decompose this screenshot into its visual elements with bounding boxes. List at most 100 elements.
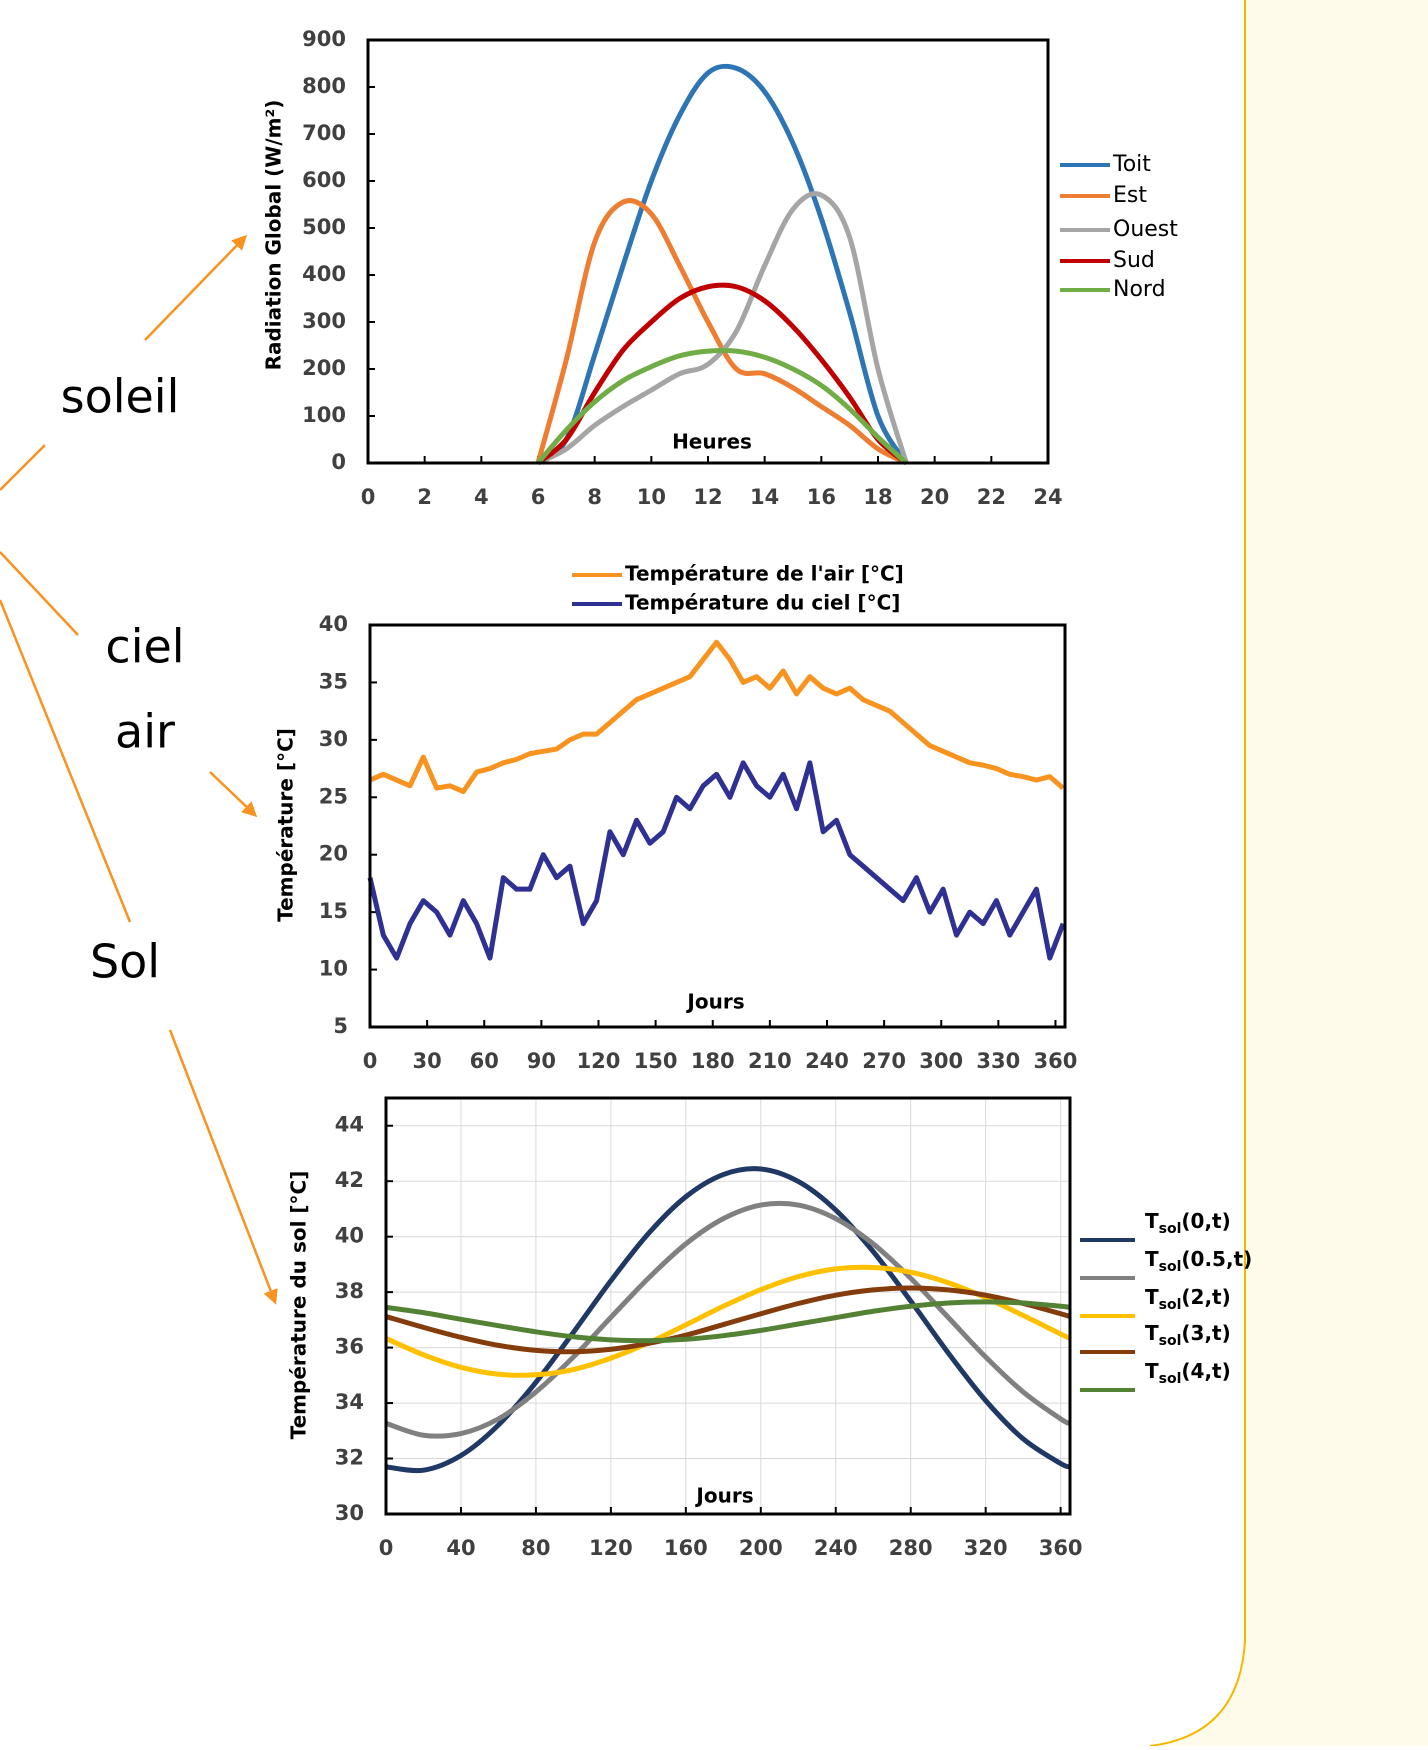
x-tick-label: 180 [691, 1049, 735, 1073]
y-tick-label: 700 [302, 121, 346, 145]
x-tick-label: 30 [413, 1049, 442, 1073]
x-axis-title: Heures [672, 430, 752, 454]
x-tick-label: 360 [1039, 1536, 1083, 1560]
x-tick-label: 80 [521, 1536, 550, 1560]
y-tick-label: 20 [319, 842, 348, 866]
legend-label: Nord [1113, 277, 1166, 302]
y-tick-label: 900 [302, 27, 346, 51]
x-tick-label: 240 [805, 1049, 849, 1073]
side-label: soleil [61, 370, 180, 424]
y-tick-label: 44 [335, 1113, 364, 1137]
x-tick-label: 150 [634, 1049, 678, 1073]
y-tick-label: 600 [302, 168, 346, 192]
x-tick-label: 270 [862, 1049, 906, 1073]
x-tick-label: 210 [748, 1049, 792, 1073]
legend-label: Température du ciel [°C] [625, 591, 900, 615]
series-line [385, 1200, 1072, 1439]
x-tick-label: 22 [977, 485, 1006, 509]
y-axis-title: Température [°C] [274, 728, 298, 922]
arrow [144, 234, 248, 341]
y-tick-label: 40 [335, 1224, 364, 1248]
x-tick-label: 360 [1034, 1049, 1078, 1073]
plot-frame [384, 1096, 1072, 1516]
series-line [536, 282, 908, 465]
x-axis-title: Jours [694, 1484, 753, 1508]
y-tick-label: 40 [319, 612, 348, 636]
x-tick-label: 8 [587, 485, 602, 509]
legend-label: Tsol(3,t) [1145, 1321, 1231, 1350]
y-axis-title: Radiation Global (W/m²) [262, 100, 286, 371]
y-tick-label: 400 [302, 262, 346, 286]
y-axis-title: Température du sol [°C] [287, 1171, 311, 1440]
plot-frame [368, 623, 1067, 1029]
arrows [0, 234, 278, 1305]
series-line [535, 198, 908, 466]
x-tick-label: 90 [527, 1049, 556, 1073]
panel-border [1149, 0, 1246, 1747]
x-tick-label: 24 [1033, 485, 1062, 509]
side-label: air [115, 705, 175, 759]
series-line [385, 1299, 1071, 1344]
legend-label: Toit [1112, 152, 1151, 177]
y-tick-label: 34 [335, 1390, 364, 1414]
x-tick-label: 0 [363, 1049, 378, 1073]
x-tick-label: 120 [577, 1049, 621, 1073]
y-tick-label: 25 [319, 784, 348, 808]
plot-frame [366, 38, 1050, 465]
chart: 5 10 15 20 25 30 35 40 0 30 60 90 120 150 180 210 240 270… [274, 562, 1078, 1074]
side-panel [1150, 0, 1428, 1746]
series-line [369, 639, 1065, 795]
legend-label: Ouest [1113, 217, 1178, 242]
chart: 30 32 34 36 38 40 42 44 0 40 80 120 160 200 240 280 320 3… [287, 1096, 1252, 1560]
x-tick-label: 18 [863, 485, 892, 509]
legend-label: Tsol(0.5,t) [1145, 1247, 1252, 1276]
series-line [536, 347, 909, 465]
y-tick-label: 200 [302, 356, 346, 380]
x-tick-label: 0 [379, 1536, 394, 1560]
x-tick-label: 20 [920, 485, 949, 509]
y-tick-label: 800 [302, 74, 346, 98]
y-tick-label: 5 [333, 1014, 348, 1038]
x-tick-label: 4 [474, 485, 489, 509]
x-tick-label: 12 [693, 485, 722, 509]
y-tick-label: 10 [319, 957, 348, 981]
y-tick-label: 32 [335, 1446, 364, 1470]
legend-label: Sud [1113, 248, 1155, 273]
side-label: Sol [90, 935, 160, 989]
x-tick-label: 60 [470, 1049, 499, 1073]
x-tick-label: 120 [589, 1536, 633, 1560]
legend-label: Est [1113, 183, 1147, 208]
series-line [385, 1285, 1071, 1355]
x-tick-label: 10 [637, 485, 666, 509]
legend-label: Tsol(2,t) [1145, 1285, 1231, 1314]
legend-label: Température de l'air [°C] [625, 562, 904, 586]
y-tick-label: 500 [302, 215, 346, 239]
legend-label: Tsol(0,t) [1145, 1209, 1231, 1238]
side-label: ciel [105, 620, 184, 674]
x-tick-label: 240 [814, 1536, 858, 1560]
x-tick-label: 330 [976, 1049, 1020, 1073]
x-tick-label: 0 [361, 485, 376, 509]
x-tick-label: 300 [919, 1049, 963, 1073]
series-line [536, 63, 909, 466]
y-tick-label: 38 [335, 1279, 364, 1303]
arrow [209, 771, 258, 818]
x-tick-label: 16 [807, 485, 836, 509]
arrow [0, 551, 79, 636]
arrow [168, 1029, 278, 1305]
arrow [0, 599, 132, 923]
x-tick-label: 14 [750, 485, 779, 509]
y-tick-label: 30 [319, 727, 348, 751]
y-tick-label: 15 [319, 899, 348, 923]
y-tick-label: 100 [302, 403, 346, 427]
series-line [385, 1166, 1071, 1474]
series-line [536, 191, 909, 466]
x-tick-label: 2 [417, 485, 432, 509]
x-tick-label: 160 [664, 1536, 708, 1560]
legend-label: Tsol(4,t) [1145, 1359, 1231, 1388]
x-tick-label: 40 [446, 1536, 475, 1560]
y-tick-label: 42 [335, 1168, 364, 1192]
